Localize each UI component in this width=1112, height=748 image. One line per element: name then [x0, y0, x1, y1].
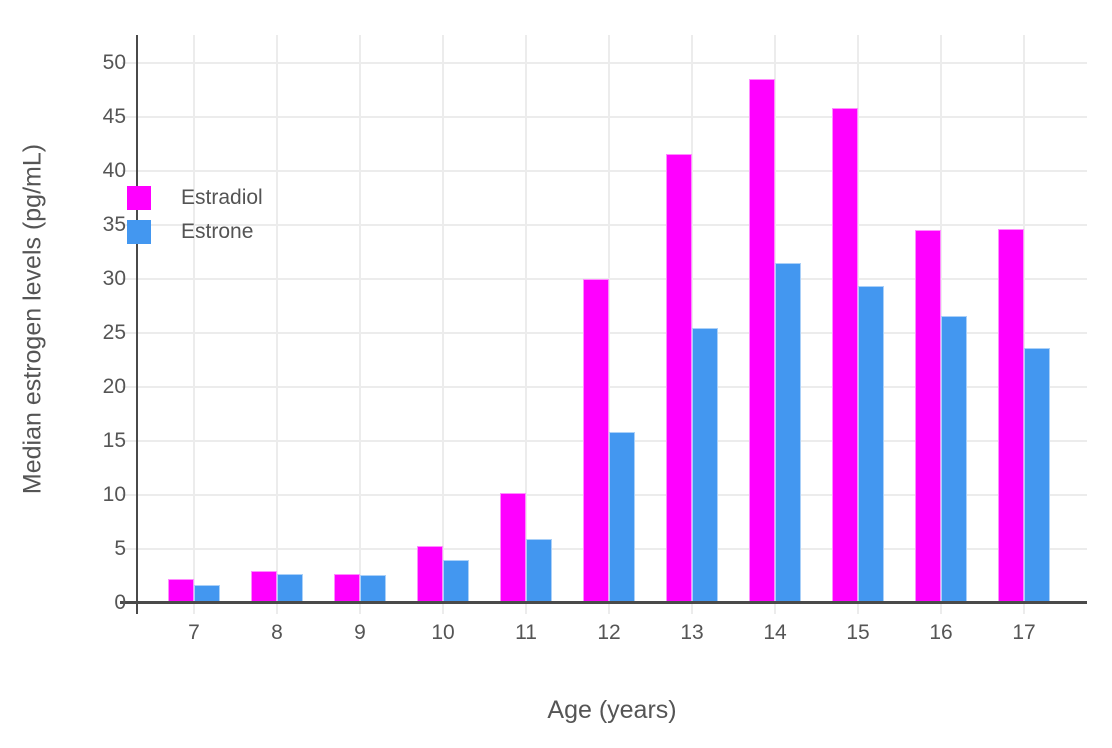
bar-estradiol-age-14[interactable]	[749, 79, 775, 603]
x-tick-mark-7	[193, 603, 195, 614]
y-tick-mark-40	[122, 170, 136, 173]
legend-item-estradiol[interactable]: Estradiol	[127, 181, 263, 215]
x-tick-label-17: 17	[1012, 621, 1036, 644]
legend-label-estradiol: Estradiol	[181, 186, 263, 209]
x-tick-label-15: 15	[846, 621, 870, 644]
y-axis-title: Median estrogen levels (pg/mL)	[18, 143, 47, 495]
x-tick-mark-16	[940, 603, 942, 614]
x-tick-label-14: 14	[763, 621, 787, 644]
estrone-swatch-icon	[127, 220, 151, 244]
y-tick-label-20: 20	[102, 375, 126, 399]
y-tick-label-45: 45	[102, 105, 126, 129]
y-tick-mark-15	[122, 440, 136, 443]
y-axis-line	[136, 35, 138, 614]
x-tick-mark-8	[276, 603, 278, 614]
legend: Estradiol Estrone	[127, 181, 263, 249]
x-tick-mark-17	[1023, 603, 1025, 614]
bar-estrone-age-16[interactable]	[941, 316, 967, 603]
y-tick-mark-5	[122, 548, 136, 550]
y-tick-mark-25	[122, 332, 136, 335]
y-tick-label-30: 30	[102, 267, 126, 291]
bar-estrone-age-14[interactable]	[775, 263, 801, 603]
x-axis-line	[120, 601, 1087, 604]
y-tick-mark-10	[122, 494, 136, 496]
bar-estrone-age-15[interactable]	[858, 286, 884, 603]
bar-estradiol-age-15[interactable]	[832, 108, 858, 603]
bar-estrone-age-7[interactable]	[194, 585, 220, 603]
x-tick-mark-13	[691, 603, 693, 614]
x-tick-mark-11	[525, 603, 527, 614]
x-axis-title: Age (years)	[547, 696, 677, 724]
x-tick-label-8: 8	[271, 621, 283, 644]
x-tick-mark-14	[774, 603, 776, 614]
x-tick-label-13: 13	[680, 621, 704, 644]
gridline-y-25	[137, 332, 1087, 335]
gridline-x-10	[442, 35, 444, 603]
estradiol-swatch-icon	[127, 186, 151, 210]
gridline-x-7	[193, 35, 195, 603]
y-tick-mark-50	[122, 62, 136, 65]
bar-estrone-age-8[interactable]	[277, 574, 303, 603]
bar-estradiol-age-11[interactable]	[500, 493, 526, 603]
bar-estrone-age-9[interactable]	[360, 575, 386, 603]
bar-estrone-age-12[interactable]	[609, 432, 635, 603]
y-tick-label-10: 10	[102, 483, 126, 506]
gridline-y-40	[137, 170, 1087, 173]
x-tick-mark-10	[442, 603, 444, 614]
gridline-x-17	[1023, 35, 1025, 603]
bar-estradiol-age-16[interactable]	[915, 230, 941, 603]
x-tick-mark-15	[857, 603, 859, 614]
y-tick-mark-45	[122, 116, 136, 119]
gridline-y-45	[137, 116, 1087, 119]
y-tick-mark-20	[122, 386, 136, 389]
x-tick-mark-12	[608, 603, 610, 614]
x-tick-label-7: 7	[188, 621, 200, 644]
y-tick-label-50: 50	[102, 51, 126, 75]
gridline-x-13	[691, 35, 693, 603]
bar-estradiol-age-13[interactable]	[666, 154, 692, 603]
bar-estradiol-age-8[interactable]	[251, 571, 277, 603]
x-tick-label-10: 10	[431, 621, 455, 644]
gridline-y-50	[137, 62, 1087, 65]
y-tick-mark-30	[122, 278, 136, 281]
x-tick-label-9: 9	[354, 621, 366, 644]
legend-label-estrone: Estrone	[181, 220, 254, 243]
bar-estrone-age-10[interactable]	[443, 560, 469, 603]
gridline-x-11	[525, 35, 527, 603]
bar-estrone-age-13[interactable]	[692, 328, 718, 603]
bar-estradiol-age-9[interactable]	[334, 574, 360, 603]
gridline-y-35	[137, 224, 1087, 227]
bar-estradiol-age-12[interactable]	[583, 279, 609, 603]
x-tick-label-11: 11	[515, 621, 537, 644]
gridline-y-20	[137, 386, 1087, 389]
gridline-x-9	[359, 35, 361, 603]
y-tick-label-35: 35	[102, 213, 126, 237]
plot-area	[137, 35, 1087, 614]
y-tick-label-25: 25	[102, 321, 126, 345]
bar-estrone-age-11[interactable]	[526, 539, 552, 603]
y-tick-label-5: 5	[114, 537, 126, 560]
y-tick-label-15: 15	[102, 429, 126, 453]
y-tick-label-0: 0	[114, 591, 126, 614]
gridline-x-8	[276, 35, 278, 603]
gridline-x-12	[608, 35, 610, 603]
x-tick-mark-9	[359, 603, 361, 614]
gridline-y-30	[137, 278, 1087, 281]
bar-estradiol-age-10[interactable]	[417, 546, 443, 603]
bar-estrone-age-17[interactable]	[1024, 348, 1050, 603]
legend-item-estrone[interactable]: Estrone	[127, 215, 263, 249]
y-tick-label-40: 40	[102, 159, 126, 183]
x-tick-label-12: 12	[597, 621, 621, 644]
x-tick-label-16: 16	[929, 621, 953, 644]
bar-estradiol-age-17[interactable]	[998, 229, 1024, 603]
bar-estradiol-age-7[interactable]	[168, 579, 194, 603]
